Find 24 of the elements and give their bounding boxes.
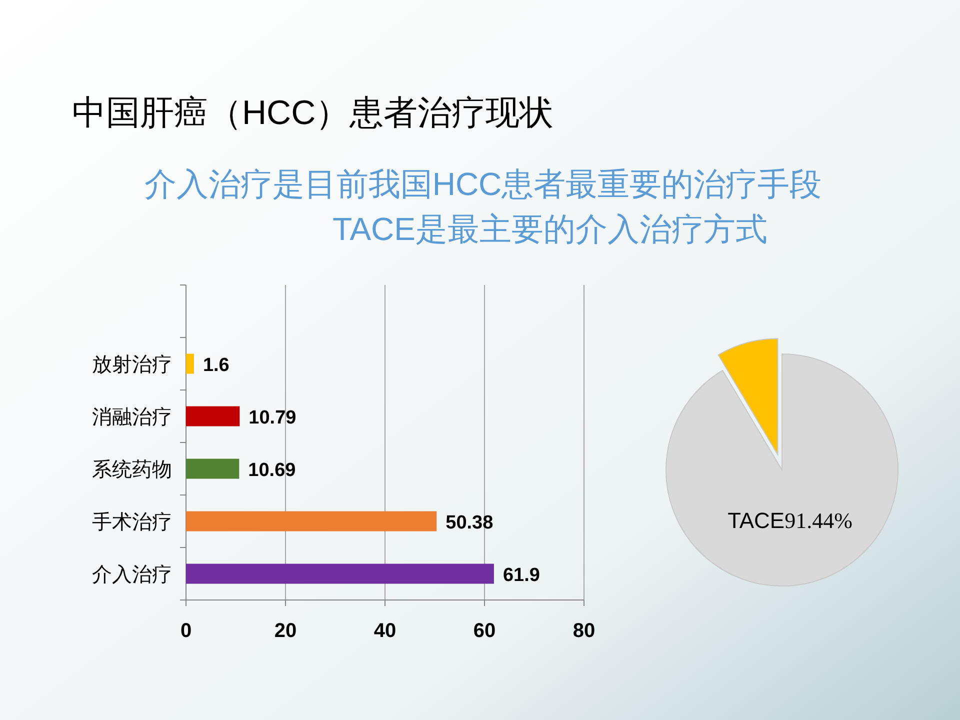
y-tick-label: 手术治疗 xyxy=(92,511,172,534)
data-label: 10.79 xyxy=(248,407,296,428)
bar xyxy=(186,564,494,584)
data-label: 61.9 xyxy=(502,564,540,586)
chart-title: 中国肝癌（HCC）患者治疗现状 xyxy=(72,94,554,132)
bar xyxy=(186,511,437,532)
bar xyxy=(186,458,240,479)
bar xyxy=(186,406,240,426)
data-label: 91.44% xyxy=(784,508,852,533)
bar xyxy=(186,354,194,374)
x-tick-label: 60 xyxy=(473,620,496,642)
chart-subtitle: 介入治疗是目前我国HCC患者最重要的治疗手段 TACE是最主要的介入治疗方式 xyxy=(144,166,822,247)
y-tick-label: 消融治疗 xyxy=(92,406,172,428)
x-tick-label: 0 xyxy=(180,620,192,642)
y-tick-label: 系统药物 xyxy=(92,458,172,481)
x-tick-label: 80 xyxy=(572,620,596,642)
data-label: 1.6 xyxy=(202,354,230,376)
data-label: 50.38 xyxy=(446,512,494,534)
y-tick-label: 放射治疗 xyxy=(92,354,172,376)
slice-label: TACE xyxy=(728,508,785,533)
y-tick-label: 介入治疗 xyxy=(92,564,172,586)
data-label: 10.69 xyxy=(248,460,296,481)
x-tick-label: 20 xyxy=(274,620,297,642)
x-tick-label: 40 xyxy=(374,620,396,642)
